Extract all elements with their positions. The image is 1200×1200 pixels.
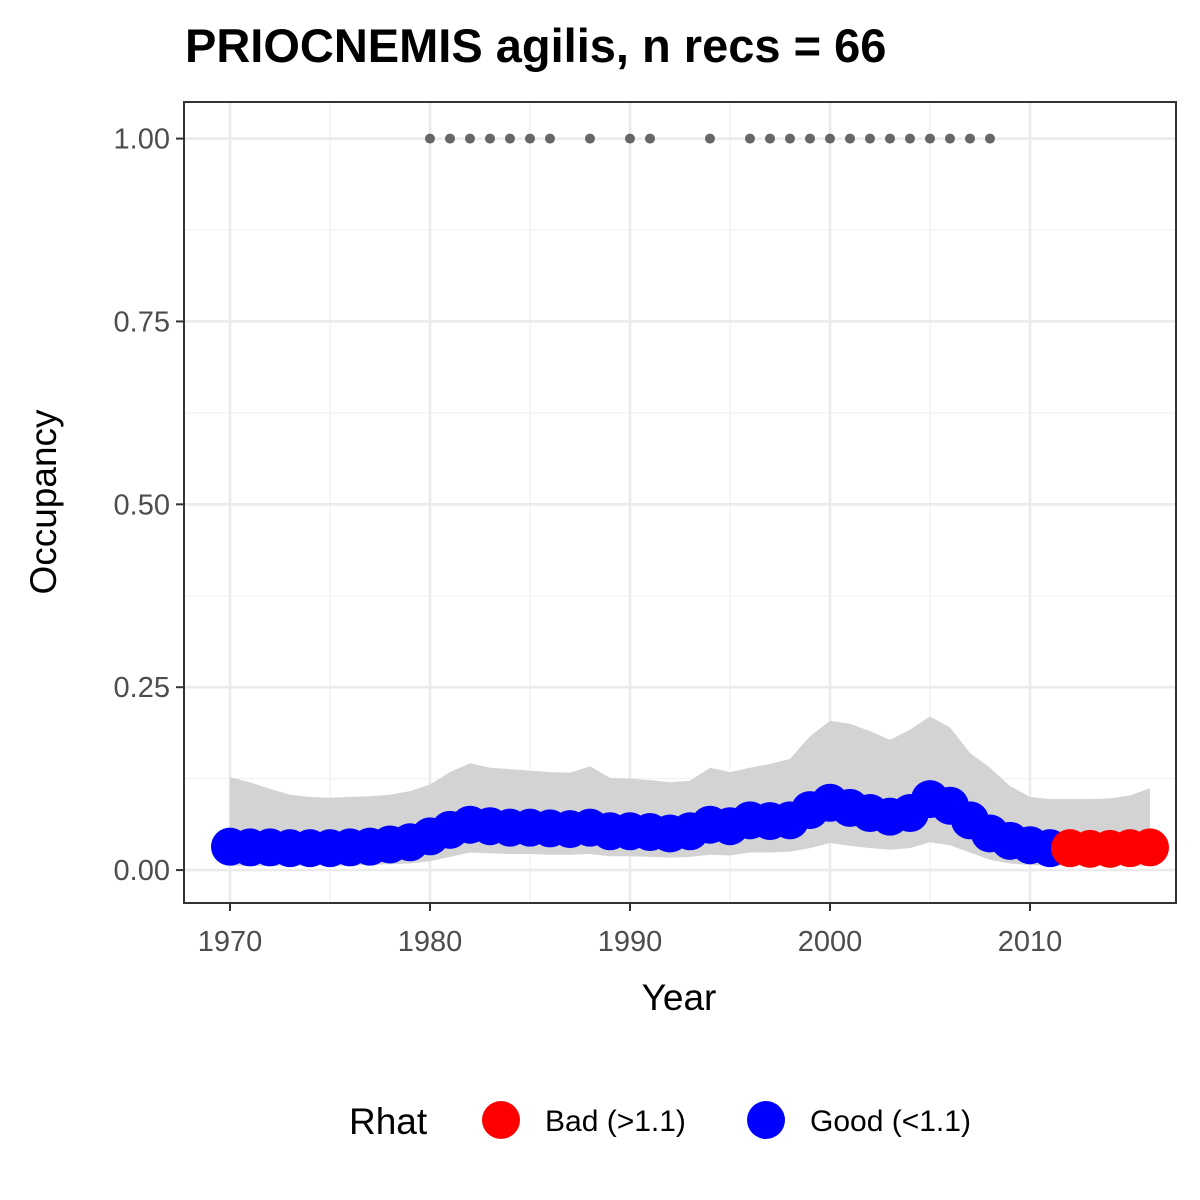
record-point [965, 133, 975, 144]
grid-major [184, 102, 1176, 903]
record-point [505, 133, 515, 144]
x-tick-label: 1980 [398, 926, 463, 958]
record-point [425, 133, 435, 144]
legend-key-good [747, 1101, 785, 1139]
legend-label-good: Good (<1.1) [810, 1105, 971, 1138]
plot-panel [183, 101, 1177, 904]
grid-minor [184, 102, 1176, 903]
y-tick-label: 0.75 [114, 306, 170, 338]
y-tick-label: 0.25 [114, 672, 170, 704]
record-point [445, 133, 455, 144]
record-point [625, 133, 635, 144]
x-tick-label: 1970 [198, 926, 263, 958]
record-point [925, 133, 935, 144]
record-point [485, 133, 495, 144]
x-axis-title: Year [642, 977, 717, 1018]
y-tick-label: 0.00 [114, 855, 170, 887]
legend-label-bad: Bad (>1.1) [545, 1105, 686, 1138]
occupancy-points [211, 780, 1169, 868]
x-tick-label: 2000 [798, 926, 863, 958]
legend-key-bad [482, 1101, 520, 1139]
record-point [525, 133, 535, 144]
record-point [645, 133, 655, 144]
record-point [585, 133, 595, 144]
record-point [745, 133, 755, 144]
record-point [885, 133, 895, 144]
legend: Rhat Bad (>1.1) Good (<1.1) [349, 1101, 971, 1142]
record-point [465, 133, 475, 144]
record-point [985, 133, 995, 144]
record-point [545, 133, 555, 144]
record-points [425, 133, 995, 144]
legend-title: Rhat [349, 1101, 428, 1142]
record-point [825, 133, 835, 144]
panel-border [183, 101, 1177, 904]
chart-title: PRIOCNEMIS agilis, n recs = 66 [185, 19, 886, 72]
x-tick-label: 1990 [598, 926, 663, 958]
occupancy-point [1131, 828, 1169, 867]
record-point [905, 133, 915, 144]
record-point [805, 133, 815, 144]
record-point [785, 133, 795, 144]
x-tick-label: 2010 [998, 926, 1063, 958]
record-point [865, 133, 875, 144]
record-point [845, 133, 855, 144]
y-tick-label: 1.00 [114, 124, 170, 156]
y-axis-title: Occupancy [23, 409, 64, 595]
record-point [945, 133, 955, 144]
record-point [705, 133, 715, 144]
y-tick-label: 0.50 [114, 489, 170, 521]
x-axis: 1970 1980 1990 2000 2010 [198, 903, 1063, 958]
record-point [765, 133, 775, 144]
y-axis: 0.00 0.25 0.50 0.75 1.00 [114, 124, 184, 887]
